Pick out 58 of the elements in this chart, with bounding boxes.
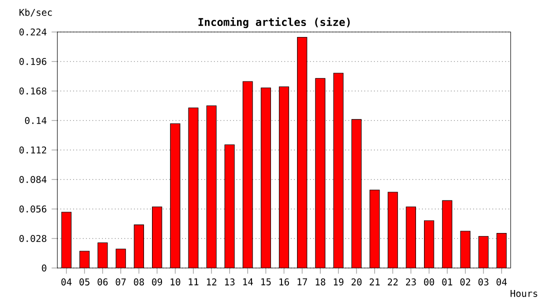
x-tick-label: 17 [298,278,308,286]
y-tick-label: 0.14 [25,116,46,124]
x-tick-label: 04 [61,278,72,286]
x-tick-label: 12 [206,278,216,286]
x-tick-label: 22 [388,278,398,286]
x-tick-label: 14 [243,278,253,286]
bar [206,105,217,268]
bar [370,190,380,268]
y-tick-label: 0.028 [19,234,46,242]
x-tick-label: 08 [134,278,144,286]
y-axis-title: Kb/sec [20,8,52,17]
x-tick-label: 05 [80,278,90,286]
bar [496,232,507,268]
x-tick-label: 04 [496,278,507,286]
bar [224,144,235,268]
x-tick-label: 07 [116,278,126,286]
bar [260,88,271,268]
x-tick-label: 16 [280,278,290,286]
y-tick-label: 0.168 [19,87,46,95]
bar [98,242,108,268]
bar [170,123,180,268]
bar [406,206,416,268]
x-tick-label: 15 [261,278,271,286]
y-tick-label: 0.196 [19,58,46,66]
chart-title: Incoming articles (size) [198,17,350,28]
y-tick-label: 0.112 [19,146,46,154]
x-tick-label: 01 [442,278,452,286]
x-tick-label: 23 [406,278,416,286]
bar [134,224,144,268]
x-tick-label: 00 [424,278,434,286]
x-tick-label: 20 [352,278,362,286]
x-tick-label: 02 [460,278,470,286]
bar [442,200,452,268]
x-tick-label: 13 [225,278,235,286]
bar [424,220,434,268]
x-tick-label: 03 [478,278,488,286]
x-tick-label: 06 [98,278,108,286]
bar [278,86,290,268]
bar [188,108,198,268]
x-axis-title: Hours [510,290,538,297]
x-tick-label: 11 [188,278,198,286]
y-tick-label: 0 [42,264,46,272]
x-tick-label: 09 [152,278,162,286]
y-tick-label: 0.056 [19,205,46,213]
bar [152,206,162,268]
x-tick-label: 18 [316,278,326,286]
y-tick-label: 0.224 [19,28,46,36]
bar [351,119,362,268]
bar [460,230,470,268]
x-tick-label: 10 [170,278,180,286]
x-tick-label: 21 [370,278,380,286]
x-tick-label: 19 [334,278,344,286]
bar [478,236,489,268]
bar [388,192,398,268]
y-tick-label: 0.084 [19,176,46,184]
bar [297,36,308,268]
bar [333,72,344,268]
bar [61,212,72,268]
